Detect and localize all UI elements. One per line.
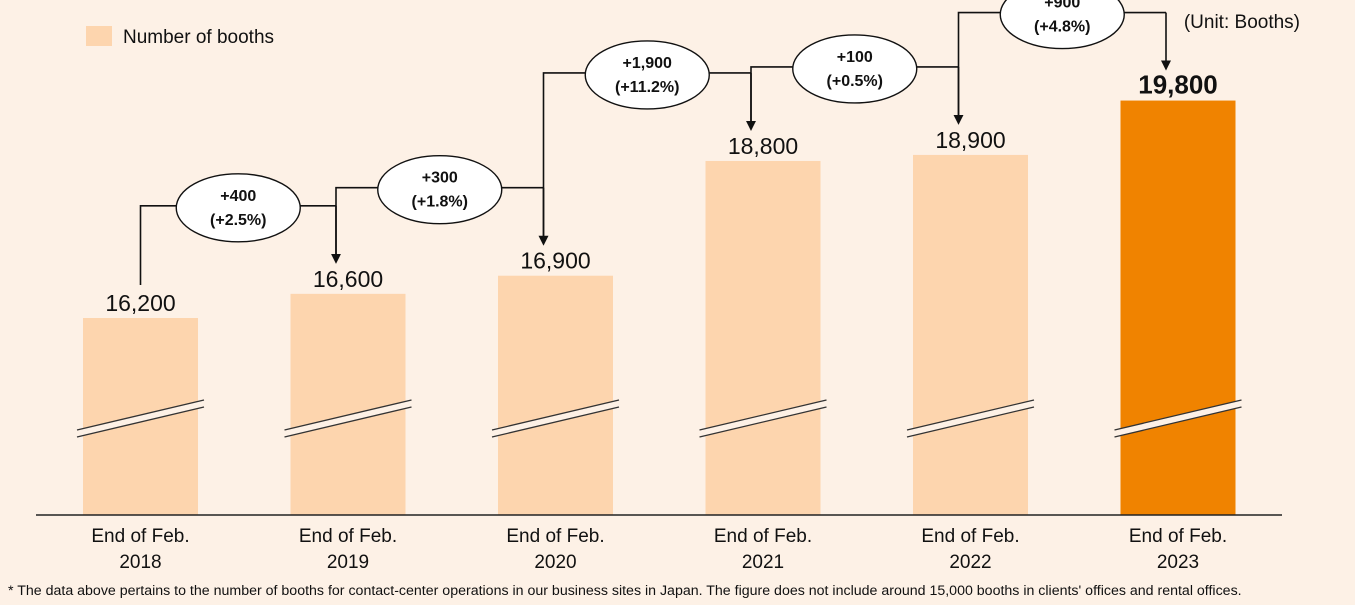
change-amount: +300 [422,170,458,187]
axis-break-gap [284,400,412,437]
bar [498,275,613,515]
category-label: End of Feb. [506,526,604,547]
change-percent: (+2.5%) [210,212,266,229]
axis-break-line [699,399,827,431]
axis-break-gap [492,400,619,437]
unit-note: (Unit: Booths) [1184,12,1300,33]
change-bubble [584,40,710,110]
category-label: 2022 [949,552,991,573]
bar [705,160,821,515]
change-amount: +100 [837,49,873,66]
axis-break-line [76,406,205,438]
value-label: 18,900 [935,127,1005,153]
axis-break-line [284,406,412,438]
category-label: End of Feb. [91,526,189,547]
axis-break-line [76,399,205,431]
axis-break-line [491,406,620,438]
bar [1120,100,1236,515]
change-amount: +1,900 [623,55,672,72]
value-label: 16,200 [105,290,175,316]
axis-break-gap [907,400,1034,437]
axis-break-line [1114,406,1242,438]
category-label: 2020 [534,552,576,573]
value-label: 16,600 [313,266,383,292]
axis-break-gap [1114,400,1242,437]
bar [913,154,1028,516]
value-label: 19,800 [1138,70,1218,100]
axis-break-line [699,406,827,438]
booth-count-chart: Number of booths (Unit: Booths) 16,200 En… [36,0,1300,573]
value-label: 16,900 [520,248,590,274]
change-bubble [792,34,918,104]
category-label: End of Feb. [714,526,812,547]
axis-break-gap [699,400,827,437]
legend-label: Number of booths [123,27,274,48]
category-label: 2018 [119,552,161,573]
axis-break-line [906,399,1035,431]
axis-break-line [906,406,1035,438]
category-label: 2023 [1157,552,1199,573]
change-amount: +900 [1044,0,1080,12]
category-label: 2019 [327,552,369,573]
category-label: End of Feb. [1129,526,1227,547]
change-bubble [377,155,503,225]
category-label: End of Feb. [921,526,1019,547]
change-percent: (+4.8%) [1034,19,1090,36]
axis-break-line [1114,399,1242,431]
category-label: End of Feb. [299,526,397,547]
change-percent: (+0.5%) [827,73,883,90]
change-amount: +400 [220,188,256,205]
legend-swatch [86,26,112,46]
change-bubble [999,0,1125,50]
value-label: 18,800 [728,133,798,159]
change-percent: (+1.8%) [412,194,468,211]
change-bubble [175,173,301,243]
footnote: * The data above pertains to the number … [8,583,1242,599]
axis-break-line [284,399,412,431]
axis-break-line [491,399,620,431]
bar [290,293,406,515]
change-percent: (+11.2%) [615,79,679,96]
axis-break-gap [77,400,204,437]
category-label: 2021 [742,552,784,573]
